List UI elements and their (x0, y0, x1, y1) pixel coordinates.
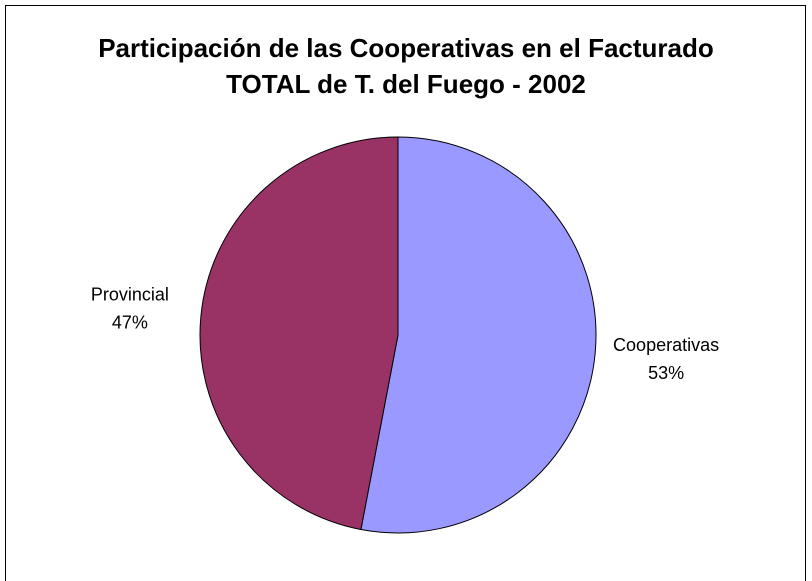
pie-slice (199, 136, 399, 531)
slice-value-label: 53% (648, 363, 684, 383)
chart-title: Participación de las Cooperativas en el … (98, 33, 714, 99)
slice-label: Cooperativas (613, 335, 719, 355)
slice-label: Provincial (91, 284, 169, 304)
slice-value-label: 47% (112, 312, 148, 332)
pie-slice (360, 136, 597, 534)
